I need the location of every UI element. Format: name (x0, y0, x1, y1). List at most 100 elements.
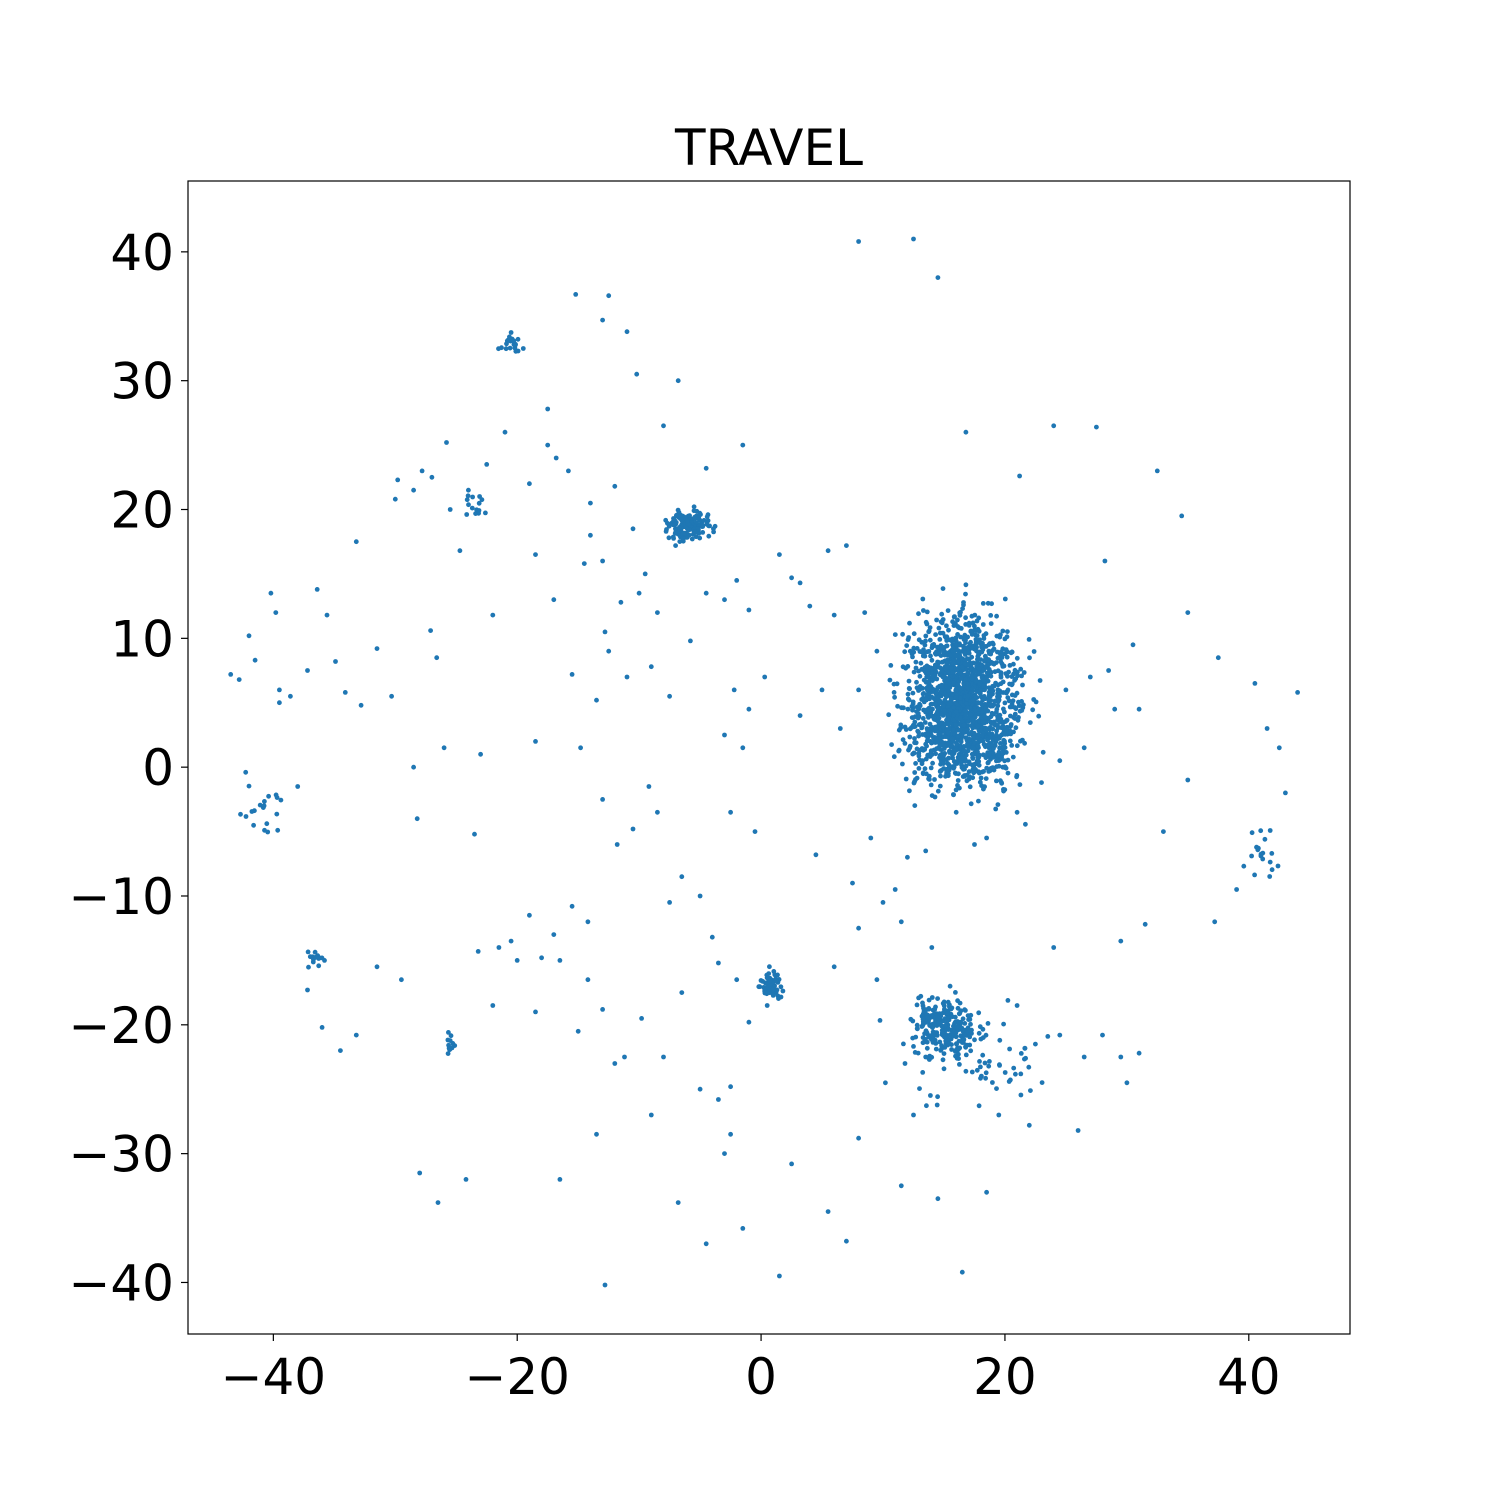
data-point (940, 586, 946, 591)
data-point (1002, 764, 1008, 770)
data-point (903, 665, 909, 671)
data-point (923, 638, 928, 644)
data-point (496, 945, 502, 950)
data-point (935, 1196, 941, 1202)
data-point (1007, 1046, 1012, 1052)
data-point (971, 730, 977, 736)
data-point (606, 648, 612, 654)
data-point (995, 682, 1001, 688)
data-point (968, 723, 974, 728)
data-point (968, 1048, 974, 1054)
data-point (850, 880, 855, 886)
data-point (557, 958, 563, 963)
data-point (999, 755, 1004, 761)
data-point (672, 522, 677, 528)
data-point (962, 657, 968, 663)
data-point (972, 714, 978, 720)
data-point (969, 686, 975, 691)
data-point (261, 803, 267, 809)
data-point (994, 758, 999, 764)
data-point (941, 761, 946, 766)
data-point (936, 625, 942, 631)
data-point (953, 1053, 958, 1059)
y-tick-label: 10 (110, 610, 174, 668)
data-point (957, 1062, 962, 1067)
data-point (959, 1269, 965, 1275)
data-point (228, 672, 234, 677)
data-point (958, 609, 963, 615)
data-point (624, 674, 630, 680)
data-point (701, 518, 707, 523)
data-point (995, 802, 1001, 807)
data-point (961, 748, 967, 754)
data-point (938, 773, 943, 779)
data-point (944, 665, 949, 670)
data-point (983, 664, 988, 670)
data-point (305, 987, 310, 993)
data-point (612, 1061, 618, 1066)
data-point (906, 697, 912, 703)
data-point (953, 771, 959, 776)
data-point (977, 1024, 983, 1030)
data-point (1185, 777, 1191, 783)
data-point (953, 695, 959, 700)
data-point (671, 536, 676, 541)
data-point (825, 548, 831, 554)
data-point (975, 723, 981, 729)
data-point (602, 629, 608, 635)
data-point (374, 646, 380, 651)
data-point (934, 676, 940, 682)
data-point (789, 1161, 794, 1167)
data-point (966, 623, 972, 628)
data-point (957, 727, 963, 733)
data-point (661, 1054, 666, 1060)
data-point (478, 751, 483, 757)
data-point (700, 523, 706, 528)
data-point (983, 776, 989, 781)
data-point (1002, 596, 1008, 602)
data-point (973, 678, 979, 684)
data-point (953, 641, 958, 647)
data-point (1264, 726, 1270, 731)
data-point (905, 706, 911, 712)
data-point (910, 1018, 916, 1024)
data-point (499, 345, 504, 351)
data-point (1002, 700, 1008, 706)
data-point (1051, 945, 1057, 950)
data-point (922, 720, 928, 725)
data-point (936, 1019, 942, 1025)
data-point (975, 754, 981, 760)
data-point (924, 609, 930, 615)
data-point (1027, 655, 1032, 661)
data-point (953, 761, 958, 767)
data-point (770, 987, 776, 993)
data-point (1021, 670, 1027, 675)
data-point (922, 642, 928, 648)
data-point (868, 835, 874, 841)
data-point (988, 673, 994, 679)
data-point (901, 1041, 906, 1047)
data-point (1013, 725, 1019, 731)
data-point (932, 672, 938, 678)
data-point (977, 680, 983, 686)
data-point (831, 964, 837, 970)
data-point (1112, 706, 1118, 712)
data-point (994, 737, 999, 743)
data-point (963, 591, 968, 597)
data-point (979, 733, 985, 739)
data-point (950, 648, 956, 653)
data-point (1258, 828, 1264, 834)
data-point (588, 500, 593, 506)
y-axis: −40 −30 −20 −10 0 10 20 30 40 (68, 224, 188, 1312)
data-point (924, 1030, 930, 1035)
data-point (902, 649, 908, 655)
data-point (940, 724, 946, 730)
data-point (1026, 1122, 1032, 1128)
data-point (957, 785, 962, 791)
data-point (967, 1028, 973, 1034)
data-point (929, 694, 935, 700)
data-point (946, 721, 952, 727)
data-point (958, 676, 964, 681)
data-point (1036, 713, 1042, 719)
data-point (763, 990, 769, 995)
